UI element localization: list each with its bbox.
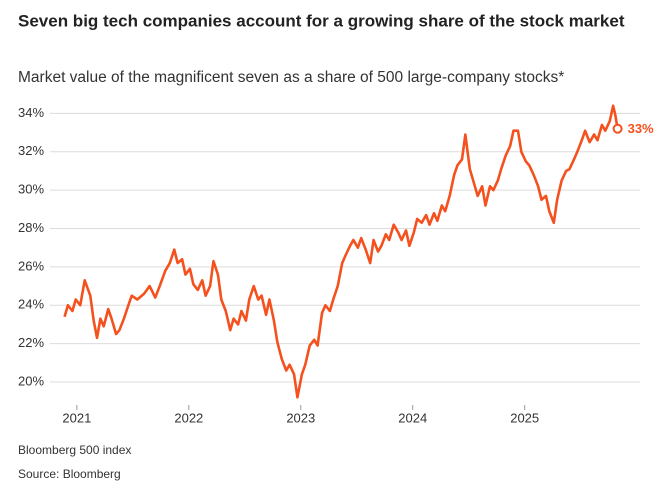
y-tick-label: 30% — [18, 182, 44, 197]
chart-subtitle: Market value of the magnificent seven as… — [18, 69, 564, 86]
x-tick-label: 2023 — [286, 410, 315, 425]
footnote: Bloomberg 500 index — [18, 443, 131, 457]
y-tick-label: 24% — [18, 297, 44, 312]
y-tick-label: 26% — [18, 258, 44, 273]
source: Source: Bloomberg — [18, 467, 121, 481]
y-tick-label: 32% — [18, 143, 44, 158]
x-tick-label: 2024 — [398, 410, 427, 425]
y-tick-label: 28% — [18, 220, 44, 235]
x-tick-label: 2022 — [174, 410, 203, 425]
end-point — [612, 123, 623, 134]
x-tick-label: 2025 — [510, 410, 539, 425]
x-tick-label: 2021 — [62, 410, 91, 425]
y-tick-label: 20% — [18, 373, 44, 388]
y-tick-label: 22% — [18, 335, 44, 350]
y-tick-label: 34% — [18, 105, 44, 120]
line — [63, 104, 619, 399]
chart-title-line-1: Seven big tech companies account for a g… — [18, 11, 625, 30]
value-label: 33% — [628, 121, 654, 136]
